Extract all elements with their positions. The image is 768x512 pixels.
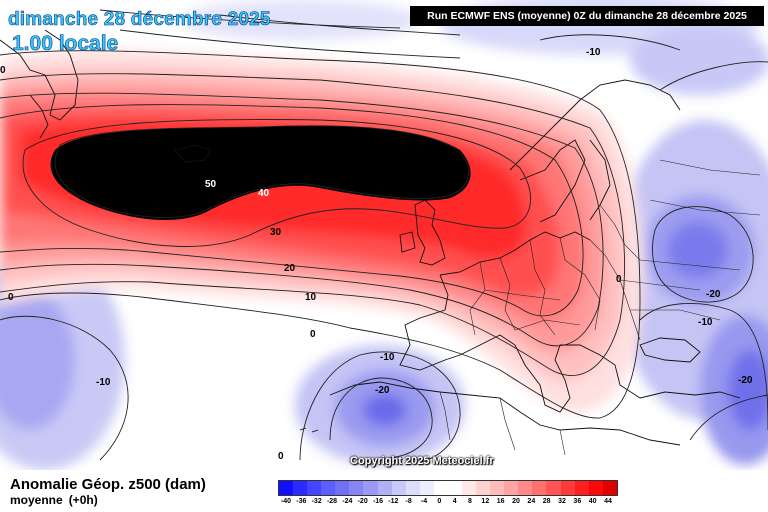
legend-swatch: [405, 481, 420, 495]
legend-tick-label: 4: [452, 498, 457, 505]
legend-swatch: [560, 481, 575, 495]
forecast-time: 1.00 locale: [12, 32, 119, 56]
legend-tick-label: 40: [588, 498, 597, 505]
field-mode: moyenne: [10, 493, 63, 507]
contour-label-minus-10: -10: [96, 377, 111, 388]
contour-label-10: 10: [305, 292, 317, 303]
contour-label-minus-20: -20: [738, 375, 753, 386]
contour-label-0: 0: [278, 451, 284, 462]
legend-swatch: [419, 481, 434, 495]
legend-tick-label: -32: [311, 498, 322, 505]
legend-swatch: [433, 481, 448, 495]
legend-tick-label: 20: [512, 498, 520, 505]
legend-ticks: -40 -36 -32 -28 -24 -20 -16 -12 -8 -4 0 4 8 12 16 20 24 2…: [278, 498, 618, 510]
legend-tick-label: -24: [342, 498, 353, 505]
legend-swatch: [476, 481, 491, 495]
legend-tick-label: -40: [280, 498, 292, 505]
contour-label-minus-10: -10: [698, 317, 713, 328]
field-subtitle: moyenne (+0h): [10, 493, 98, 507]
legend-tick-label: -12: [388, 498, 399, 505]
contour-label-20: 20: [284, 263, 296, 274]
forecast-date: dimanche 28 décembre 2025: [8, 9, 271, 31]
legend-swatch: [504, 481, 519, 495]
contour-label-0: 0: [8, 292, 14, 303]
legend-tick-label: 0: [437, 498, 442, 505]
legend-swatch: [293, 481, 308, 495]
legend-tick-label: 36: [573, 498, 582, 505]
legend-tick-label: -8: [405, 498, 412, 505]
legend-swatch: [546, 481, 561, 495]
contour-label-0: 0: [310, 329, 316, 340]
legend-tick-label: -36: [296, 498, 307, 505]
contour-label-minus-20: -20: [706, 289, 721, 300]
contour-label-minus-10: -10: [380, 352, 395, 363]
copyright: Copyright 2025 Meteociel.fr: [350, 455, 494, 467]
legend-swatch: [602, 481, 617, 495]
legend-swatch: [518, 481, 533, 495]
legend-tick-label: 16: [496, 498, 505, 505]
contour-label-30: 30: [270, 227, 282, 238]
color-legend: [278, 480, 618, 496]
legend-tick-label: 24: [527, 498, 536, 505]
legend-tick-label: 12: [481, 498, 490, 505]
legend-swatch: [363, 481, 378, 495]
legend-tick-label: 32: [558, 498, 566, 505]
run-info-banner: Run ECMWF ENS (moyenne) 0Z du dimanche 2…: [410, 6, 764, 26]
legend-swatch: [391, 481, 406, 495]
legend-tick-label: -20: [357, 498, 368, 505]
contour-label-minus-20: -20: [375, 385, 390, 396]
legend-swatch: [532, 481, 547, 495]
coastlines: [0, 29, 741, 446]
legend-swatch: [462, 481, 477, 495]
legend-tick-label: -16: [372, 498, 384, 505]
lead-time: (+0h): [68, 493, 98, 507]
legend-tick-label: 44: [604, 498, 612, 505]
anomaly-map: 50 40 30 20 10 0 0 0 0 -10 -10 -10 -10 -…: [0, 0, 768, 470]
legend-swatch: [279, 481, 294, 495]
legend-tick-label: 8: [468, 498, 472, 505]
contour-label-0: 0: [0, 65, 6, 76]
contour-label-minus-10: -10: [586, 47, 601, 58]
legend-swatch: [307, 481, 322, 495]
contour-label-40: 40: [258, 188, 270, 199]
field-title: Anomalie Géop. z500 (dam): [10, 476, 206, 493]
contour-labels: 50 40 30 20 10 0 0 0 0 -10 -10 -10 -10 -…: [0, 47, 753, 462]
legend-tick-label: -28: [326, 498, 338, 505]
legend-swatch: [335, 481, 350, 495]
negative-anomaly-areas: [0, 0, 768, 470]
legend-swatch: [377, 481, 392, 495]
legend-swatch: [490, 481, 505, 495]
legend-swatch: [349, 481, 364, 495]
contour-label-0: 0: [616, 274, 622, 285]
contour-lines: [0, 9, 768, 463]
max-anomaly-core: [50, 125, 471, 220]
country-borders: [439, 159, 761, 456]
legend-swatch: [574, 481, 589, 495]
legend-tick-label: 28: [542, 498, 551, 505]
legend-swatch: [588, 481, 603, 495]
contour-label-50: 50: [205, 179, 217, 190]
legend-tick-label: -4: [420, 498, 428, 505]
legend-swatch: [321, 481, 336, 495]
legend-swatch: [447, 481, 463, 495]
